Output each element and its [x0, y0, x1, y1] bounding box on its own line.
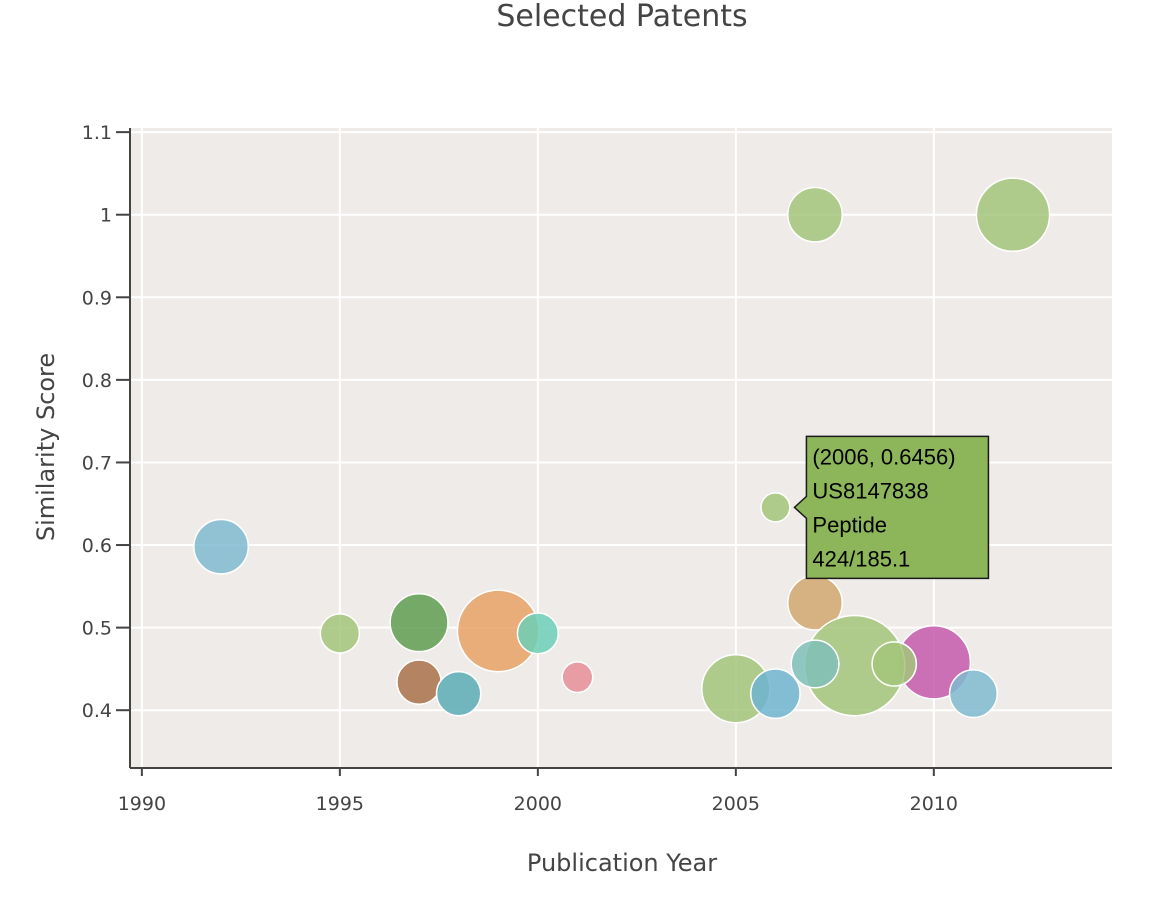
x-tick-label: 2005	[712, 793, 760, 815]
y-axis-title: Similarity Score	[32, 353, 60, 541]
chart-title: Selected Patents	[496, 0, 747, 34]
y-tick-label: 0.5	[82, 618, 112, 640]
bubble-point[interactable]	[562, 662, 593, 693]
tooltip-line: Peptide	[812, 512, 887, 537]
bubble-point[interactable]	[517, 613, 558, 654]
bubble-point[interactable]	[791, 640, 839, 688]
y-tick-label: 0.4	[82, 700, 112, 722]
x-tick-label: 2000	[514, 793, 562, 815]
bubble-point[interactable]	[976, 178, 1049, 251]
y-tick-label: 0.7	[82, 452, 112, 474]
tooltip-line: 424/185.1	[812, 546, 910, 571]
hover-tooltip: (2006, 0.6456) US8147838 Peptide 424/185.1	[794, 436, 988, 578]
y-tick-label: 0.9	[82, 287, 112, 309]
bubble-point[interactable]	[788, 188, 842, 242]
bubble-point[interactable]	[194, 519, 248, 573]
bubble-point[interactable]	[872, 642, 916, 686]
y-tick-label: 1.1	[82, 122, 112, 144]
tooltip-line: US8147838	[812, 478, 928, 503]
x-axis-title: Publication Year	[527, 849, 717, 877]
bubble-point[interactable]	[320, 614, 359, 653]
x-tick-label: 1995	[316, 793, 364, 815]
tooltip-line: (2006, 0.6456)	[812, 444, 955, 469]
bubble-point[interactable]	[761, 493, 790, 522]
y-tick-label: 0.6	[82, 535, 112, 557]
bubble-point[interactable]	[950, 670, 998, 718]
x-tick-label: 2010	[910, 793, 958, 815]
x-tick-label: 1990	[118, 793, 166, 815]
bubble-point[interactable]	[437, 672, 481, 716]
bubble-point[interactable]	[397, 660, 441, 704]
y-tick-label: 1	[100, 205, 112, 227]
bubble-point[interactable]	[390, 594, 448, 652]
y-tick-label: 0.8	[82, 370, 112, 392]
bubble-point[interactable]	[751, 669, 800, 718]
